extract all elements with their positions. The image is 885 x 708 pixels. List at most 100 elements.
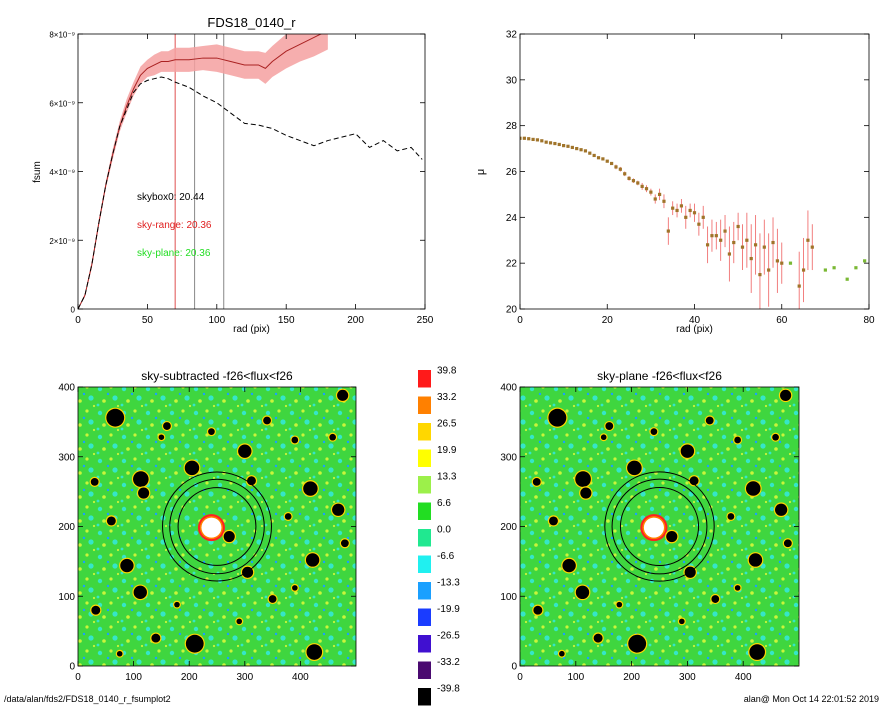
mu-point xyxy=(701,215,705,219)
colorbar-swatch xyxy=(418,396,431,414)
mu-y-tick-label: 22 xyxy=(506,259,518,270)
fsum-x-tick-label: 150 xyxy=(278,315,295,326)
fsum-axes: 0 50 100 150 200 250 0 2×10⁻⁹ 4×10⁻⁹ 6×10⁻⁹ 8×10⁻⁹ xyxy=(49,31,433,327)
img2-x-tick-label: 300 xyxy=(679,672,696,683)
masked-source xyxy=(650,428,658,435)
masked-source xyxy=(748,553,763,567)
mu-point xyxy=(614,165,618,169)
sky-range-label: sky-range: 20.36 xyxy=(137,220,212,231)
masked-source xyxy=(628,634,647,653)
colorbar-label: 19.9 xyxy=(437,445,457,456)
colorbar-swatch xyxy=(418,502,431,520)
masked-source xyxy=(734,585,741,591)
mu-x-tick-label: 80 xyxy=(863,315,875,326)
img2-x-tick-label: 400 xyxy=(735,672,752,683)
masked-source xyxy=(679,618,685,625)
mu-point xyxy=(688,208,692,213)
masked-source xyxy=(116,650,123,657)
masked-source xyxy=(575,471,591,487)
masked-source xyxy=(329,433,336,441)
aperture-circle xyxy=(611,478,708,575)
masked-source xyxy=(727,513,735,520)
img2-y-tick-label: 100 xyxy=(500,592,517,603)
mu-x-tick-label: 0 xyxy=(517,315,523,326)
masked-source xyxy=(120,558,134,573)
mu-point xyxy=(767,268,771,272)
masked-source xyxy=(666,530,678,543)
masked-source xyxy=(580,487,592,499)
mu-xlabel: rad (pix) xyxy=(676,324,713,335)
masked-source xyxy=(268,595,277,603)
mu-y-tick-label: 26 xyxy=(506,167,518,178)
mu-point xyxy=(771,240,775,245)
masked-source xyxy=(158,434,165,440)
mu-point xyxy=(749,256,753,261)
masked-source xyxy=(263,416,271,425)
masked-source xyxy=(627,460,642,476)
mu-point xyxy=(736,224,740,229)
colorbar-swatch xyxy=(418,635,431,653)
img2-y-tick-label: 200 xyxy=(500,522,517,533)
masked-source xyxy=(775,503,788,516)
masked-source xyxy=(340,539,349,548)
mu-point xyxy=(601,157,605,161)
colorbar-swatch xyxy=(418,449,431,467)
skybox0-label: skybox0: 20.44 xyxy=(137,192,205,203)
mu-point xyxy=(566,144,570,148)
masked-source xyxy=(184,460,200,476)
masked-source xyxy=(292,585,298,591)
masked-source xyxy=(734,436,741,444)
fsum-x-tick-label: 100 xyxy=(208,315,225,326)
img1-y-tick-label: 400 xyxy=(58,383,75,394)
colorbar-swatch xyxy=(418,423,431,441)
masked-source xyxy=(90,477,99,486)
mu-point xyxy=(644,187,649,191)
mu-frame xyxy=(519,33,870,310)
masked-source xyxy=(772,433,779,441)
mu-point xyxy=(662,199,666,203)
masked-source xyxy=(559,650,565,657)
mu-point xyxy=(714,234,718,238)
masked-source xyxy=(284,513,292,520)
mu-point xyxy=(684,215,688,219)
mu-point xyxy=(832,266,836,270)
mu-point xyxy=(719,238,723,242)
aperture-circle xyxy=(162,471,272,582)
colorbar-label: -33.2 xyxy=(437,657,460,668)
masked-source xyxy=(600,434,607,441)
mu-points xyxy=(520,136,867,309)
mu-point xyxy=(531,137,535,142)
fsum-x-tick-label: 250 xyxy=(417,315,434,326)
mu-point xyxy=(540,139,544,143)
error-band xyxy=(78,34,328,309)
aperture-lines xyxy=(174,34,225,309)
sky-subtracted-field xyxy=(78,387,356,666)
file-path: /data/alan/fds2/FDS18_0140_r_fsumplot2 xyxy=(4,694,171,704)
mu-point xyxy=(762,245,766,249)
mu-x-tick-label: 40 xyxy=(689,315,701,326)
masked-source xyxy=(532,477,541,486)
masked-source xyxy=(680,444,695,458)
mu-point xyxy=(553,141,557,146)
colorbar-label: 13.3 xyxy=(437,472,457,483)
masked-source xyxy=(303,481,318,496)
masked-source xyxy=(780,389,792,401)
mu-point xyxy=(845,277,849,281)
masked-source xyxy=(337,389,349,401)
mu-point xyxy=(583,149,588,153)
mu-y-tick-label: 30 xyxy=(506,75,518,86)
masked-source xyxy=(236,618,243,625)
fsum-x-tick-label: 50 xyxy=(142,315,154,326)
mu-point xyxy=(610,161,614,166)
masked-source xyxy=(533,605,543,615)
fsum-curve-plot: FDS18_0140_r 0 50 100 150 200 250 0 2×10⁻⁹ 4×10⁻… xyxy=(32,15,434,335)
colorbar-label: 26.5 xyxy=(437,419,457,430)
colorbar-label: -39.8 xyxy=(437,684,460,695)
mu-point xyxy=(745,238,749,242)
mu-point xyxy=(570,145,574,150)
masked-source xyxy=(305,553,320,567)
mu-point xyxy=(592,153,596,158)
masked-source xyxy=(238,444,252,458)
